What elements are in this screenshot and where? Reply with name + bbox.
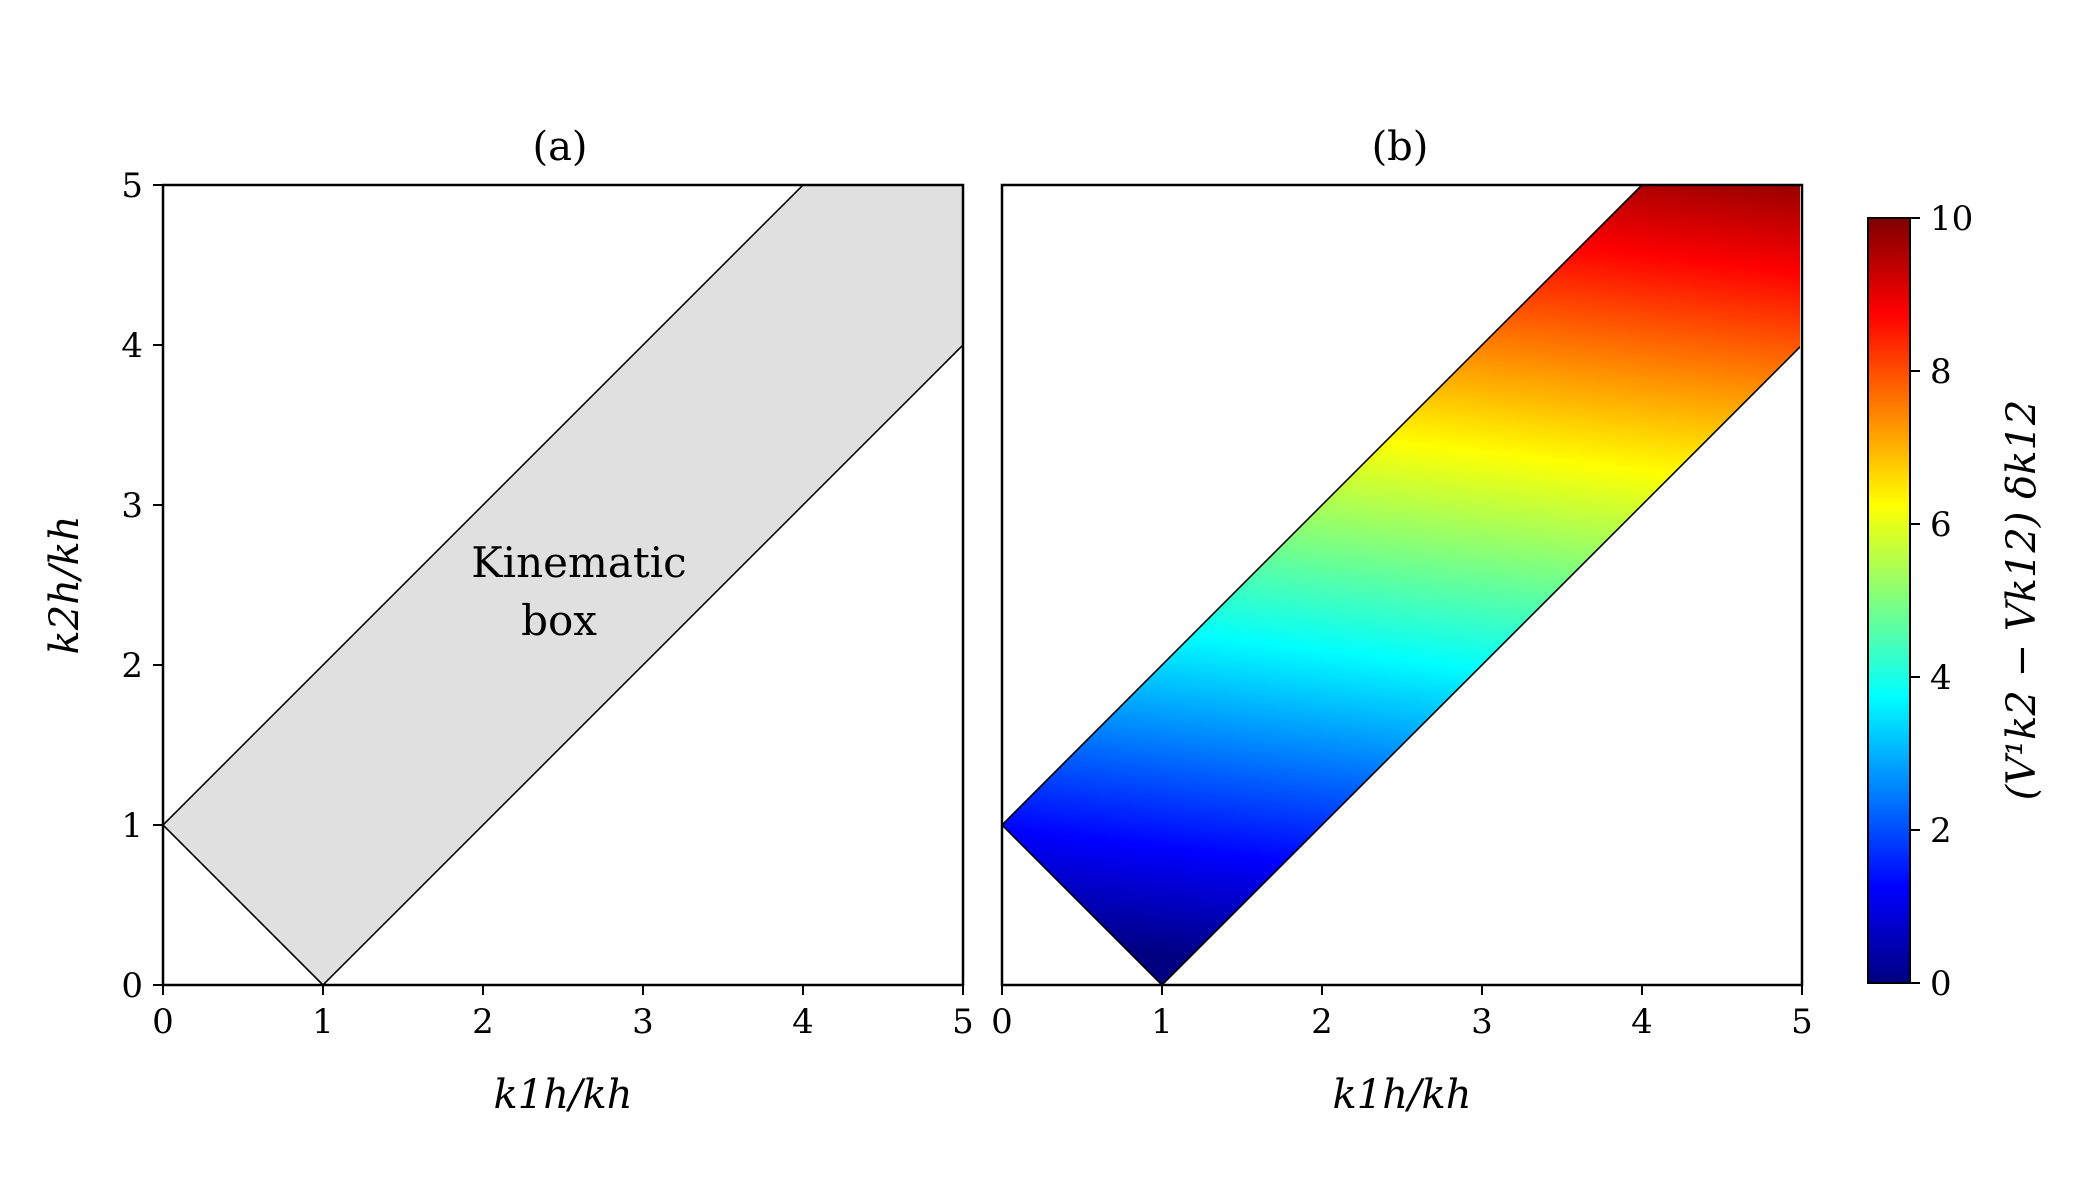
panel-a-y-tick-label: 0 [121,966,143,1006]
panel-a-x-label: k1h/kh [494,1072,633,1118]
colorbar-gradient [1867,217,1911,984]
panel-b-title: (b) [1372,124,1429,170]
panel-a-y-tick-label: 4 [121,326,143,366]
panel-b-x-tick-label: 3 [1471,1002,1493,1042]
panel-a-frame [161,183,965,987]
panel-b-x-tick-label: 4 [1631,1002,1653,1042]
panel-b-x-tick-label: 0 [991,1002,1013,1042]
panel-b-x-tick-label: 5 [1791,1002,1813,1042]
panel-b-x-tick-label: 2 [1311,1002,1333,1042]
annotation-line2: box [521,596,597,645]
panel-a-y-tick-label: 2 [121,646,143,686]
colorbar-tick-label: 10 [1930,199,1973,239]
colorbar-tick-label: 0 [1930,964,1952,1004]
panel-a-x-tick-label: 1 [312,1002,334,1042]
panel-a-x-ticks: 0 1 2 3 4 5 [152,985,974,1042]
panel-a-x-tick-label: 4 [792,1002,814,1042]
panel-a-x-tick-label: 5 [952,1002,974,1042]
colorbar-tick-label: 4 [1930,658,1952,698]
panel-a-x-tick-label: 3 [632,1002,654,1042]
panel-a-title: (a) [532,124,587,170]
colorbar-label: (V¹k2 − Vk12) δk12 [1999,400,2045,801]
panel-b-x-tick-label: 1 [1151,1002,1173,1042]
heatmap-region [1002,185,1800,985]
annotation-line1: Kinematic [471,538,686,587]
panel-a-x-tick-label: 2 [472,1002,494,1042]
colorbar-tick-label: 6 [1930,505,1952,545]
panel-a-y-ticks: 0 1 2 3 4 5 [121,166,163,1006]
colorbar-tick-label: 2 [1930,811,1952,851]
panel-b-x-label: k1h/kh [1333,1072,1472,1118]
panel-a-y-label: k2h/kh [42,516,88,655]
panel-b-x-ticks: 0 1 2 3 4 5 [991,985,1813,1042]
panel-a-y-tick-label: 1 [121,806,143,846]
panel-a-y-tick-label: 5 [121,166,143,206]
colorbar: 0 2 4 6 8 10 (V¹k2 − Vk12) δk12 [1867,199,2045,1004]
panel-a: (a) 0 1 2 3 4 5 0 1 2 3 4 5 Kinematic box k1h/kh k… [42,124,974,1118]
colorbar-ticks: 0 2 4 6 8 10 [1910,199,1973,1004]
panel-a-y-tick-label: 3 [121,486,143,526]
colorbar-tick-label: 8 [1930,352,1952,392]
panel-b: (b) 0 1 2 3 4 5 k1h/kh [991,124,1813,1118]
panel-a-x-tick-label: 0 [152,1002,174,1042]
panel-b-frame [1000,183,1804,987]
